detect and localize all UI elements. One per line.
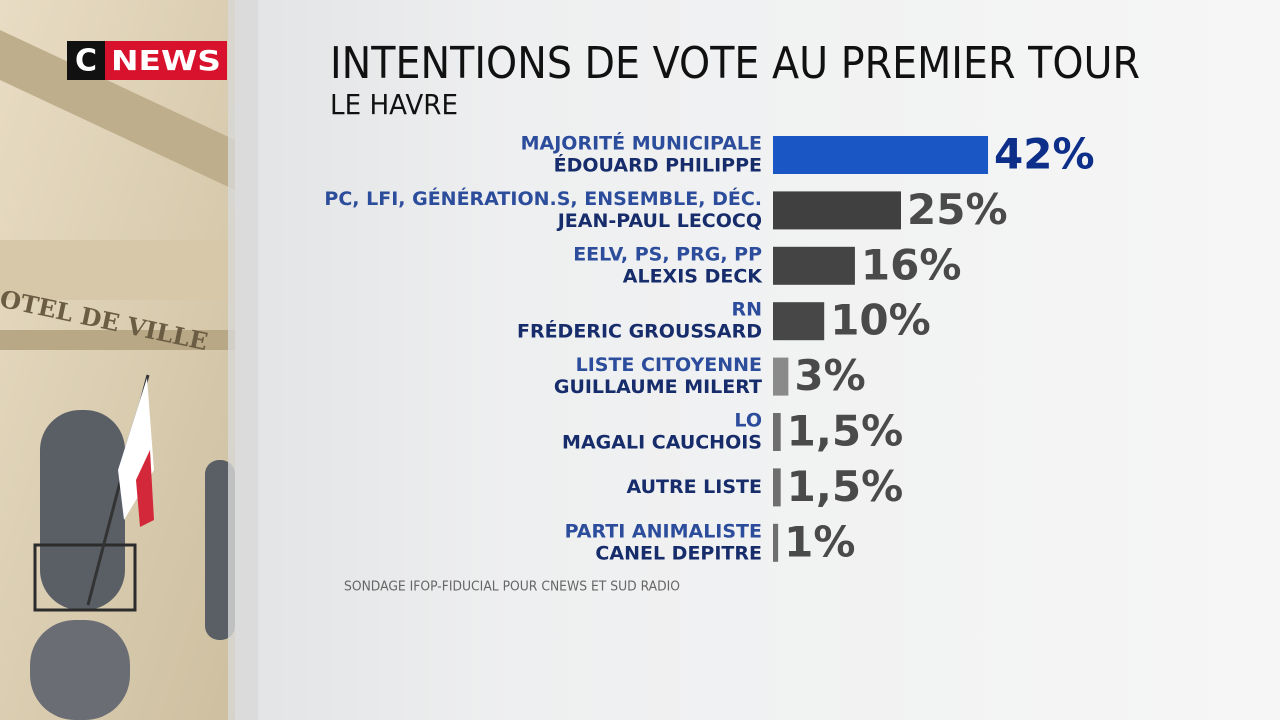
value-label: 10% xyxy=(830,296,931,345)
bar xyxy=(773,413,781,451)
bar xyxy=(773,136,989,174)
bar xyxy=(773,302,825,341)
chart-subtitle: LE HAVRE xyxy=(330,88,458,121)
logo-c: C xyxy=(75,44,97,79)
value-label: 16% xyxy=(861,240,962,289)
party-label: LO xyxy=(734,410,762,432)
value-label: 1% xyxy=(784,517,855,566)
source-note: SONDAGE IFOP-FIDUCIAL POUR CNEWS ET SUD … xyxy=(344,580,680,595)
candidate-label: FRÉDERIC GROUSSARD xyxy=(517,320,762,343)
party-label: RN xyxy=(731,299,762,321)
candidate-label: ALEXIS DECK xyxy=(623,265,764,287)
value-label: 3% xyxy=(794,351,865,400)
logo-news-box xyxy=(105,41,227,80)
party-label: PC, LFI, GÉNÉRATION.S, ENSEMBLE, DÉC. xyxy=(324,187,762,210)
logo-news: NEWS xyxy=(111,44,221,77)
bar xyxy=(773,357,789,396)
candidate-label: ÉDOUARD PHILIPPE xyxy=(554,154,762,177)
bar xyxy=(773,191,901,230)
party-label: MAJORITÉ MUNICIPALE xyxy=(521,132,762,155)
party-label: LISTE CITOYENNE xyxy=(576,354,762,376)
value-label: 42% xyxy=(994,130,1095,179)
bar xyxy=(773,523,779,562)
candidate-label: AUTRE LISTE xyxy=(626,476,762,498)
party-label: EELV, PS, PRG, PP xyxy=(573,243,762,265)
candidate-label: JEAN-PAUL LECOCQ xyxy=(556,210,762,232)
photo: OTEL DE VILLE xyxy=(0,0,258,720)
party-label: PARTI ANIMALISTE xyxy=(565,520,762,542)
value-label: 1,5% xyxy=(787,407,903,456)
candidate-label: CANEL DEPITRE xyxy=(595,542,762,564)
candidate-label: GUILLAUME MILERT xyxy=(554,376,762,398)
bar xyxy=(773,468,781,507)
candidate-label: MAGALI CAUCHOIS xyxy=(562,432,762,454)
value-label: 25% xyxy=(907,185,1008,234)
logo-c-box xyxy=(67,41,105,80)
bar xyxy=(773,246,855,285)
value-label: 1,5% xyxy=(787,462,903,511)
chart-title: INTENTIONS DE VOTE AU PREMIER TOUR xyxy=(330,38,1140,89)
